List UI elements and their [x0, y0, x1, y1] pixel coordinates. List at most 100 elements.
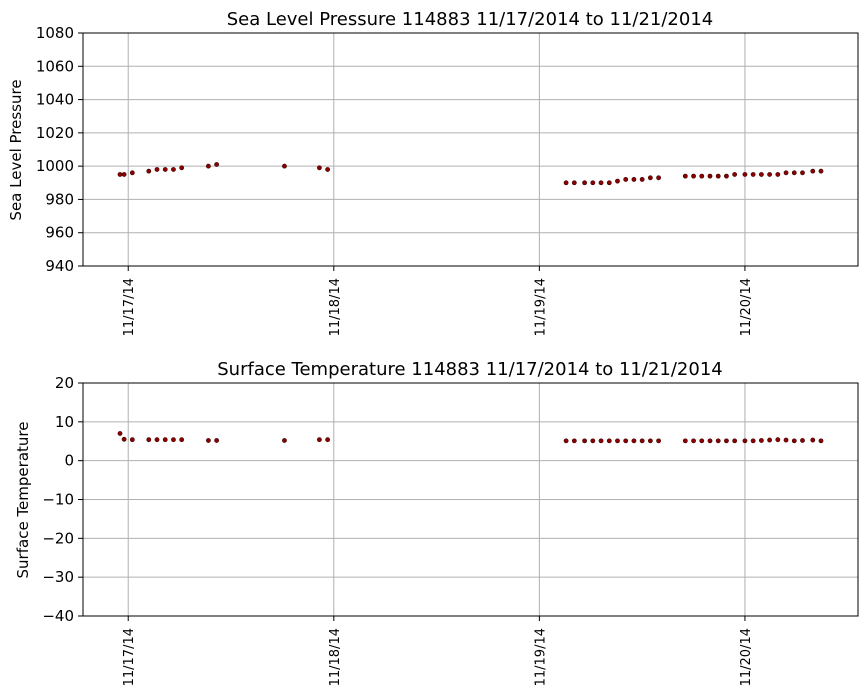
temperature-y-tick-label: 10	[55, 413, 74, 431]
temperature-x-tick-label: 11/20/14	[739, 628, 754, 686]
pressure-data-point	[582, 180, 587, 186]
temperature-data-point	[699, 438, 705, 444]
temperature-data-point	[656, 438, 661, 444]
pressure-y-tick-label: 1080	[36, 24, 74, 42]
pressure-data-point	[606, 180, 612, 186]
temperature-data-point	[818, 438, 824, 444]
pressure-data-point	[810, 168, 816, 174]
pressure-data-point	[783, 170, 789, 176]
pressure-data-point	[598, 180, 604, 186]
temperature-data-point	[742, 438, 748, 444]
pressure-data-point	[699, 173, 705, 179]
pressure-y-axis-label: Sea Level Pressure	[7, 79, 25, 220]
pressure-data-point	[631, 177, 637, 182]
pressure-y-tick-label: 940	[45, 257, 74, 275]
pressure-data-point	[214, 162, 220, 167]
pressure-data-point	[154, 167, 160, 172]
temperature-y-ticks: −40 −30 −20 −10 0 10 20	[42, 374, 83, 625]
pressure-data-point	[724, 173, 729, 179]
pressure-data-point	[571, 180, 577, 186]
temperature-gridlines	[83, 382, 858, 617]
pressure-data-point	[732, 172, 738, 177]
temperature-data-point	[791, 438, 797, 444]
pressure-data-point	[691, 173, 696, 179]
pressure-data-point	[282, 163, 287, 169]
pressure-x-tick-label: 11/17/14	[122, 278, 137, 336]
pressure-x-ticks: 11/17/14 11/18/14 11/19/14 11/20/14	[122, 266, 754, 336]
temperature-data-point	[121, 436, 127, 442]
pressure-data-point	[639, 177, 645, 182]
pressure-data-point	[758, 172, 764, 177]
temperature-data-point	[724, 438, 729, 444]
pressure-y-tick-label: 1000	[36, 157, 74, 175]
temperature-data-point	[639, 438, 645, 444]
pressure-data-point	[647, 175, 653, 181]
temperature-data-point	[162, 437, 168, 443]
pressure-chart-title: Sea Level Pressure 114883 11/17/2014 to …	[227, 9, 714, 30]
pressure-data-point	[146, 168, 152, 174]
temperature-data-point	[732, 438, 738, 444]
pressure-y-tick-label: 1020	[36, 124, 74, 142]
pressure-y-tick-label: 1040	[36, 91, 74, 109]
temperature-x-tick-label: 11/18/14	[328, 628, 343, 686]
temperature-data-point	[171, 437, 176, 443]
temperature-y-tick-label: −30	[42, 568, 74, 586]
pressure-data-point	[325, 167, 331, 172]
pressure-data-point	[767, 172, 773, 177]
temperature-chart: Surface Temperature 114883 11/17/2014 to…	[14, 359, 859, 686]
pressure-data-point	[317, 165, 322, 171]
pressure-data-point	[715, 173, 721, 179]
pressure-y-tick-label: 1060	[36, 57, 74, 75]
temperature-y-tick-label: −10	[42, 491, 74, 509]
pressure-data-point	[179, 165, 185, 171]
pressure-data-point	[818, 168, 824, 174]
temperature-data-point	[146, 437, 152, 443]
pressure-x-tick-label: 11/18/14	[328, 278, 343, 336]
temperature-data-point	[631, 438, 637, 444]
pressure-x-tick-label: 11/19/14	[533, 278, 548, 336]
temperature-data-point	[783, 437, 789, 443]
temperature-data-point	[582, 438, 587, 444]
pressure-plot-frame	[82, 32, 859, 267]
temperature-data-point	[214, 438, 220, 443]
pressure-data-point	[117, 172, 123, 177]
temperature-data-point	[707, 438, 713, 444]
temperature-data-point	[647, 438, 653, 444]
pressure-data-point	[121, 172, 127, 177]
temperature-data-point	[117, 431, 123, 436]
temperature-plot-frame	[82, 382, 859, 617]
temperature-data-point	[154, 437, 160, 443]
temperature-y-tick-label: 20	[55, 374, 74, 392]
pressure-data-point	[750, 172, 756, 177]
pressure-y-ticks: 940 960 980 1000 1020 1040 1060 1080	[36, 24, 83, 275]
temperature-data-point	[282, 438, 287, 443]
pressure-data-point	[615, 178, 620, 184]
temperature-data-point	[606, 438, 612, 444]
pressure-x-tick-label: 11/20/14	[739, 278, 754, 336]
pressure-data-point	[791, 170, 797, 176]
temperature-y-axis-label: Surface Temperature	[14, 422, 32, 579]
pressure-data-point	[171, 167, 176, 172]
pressure-data-point	[205, 163, 211, 169]
temperature-data-point	[205, 438, 211, 443]
pressure-data-point	[682, 173, 688, 179]
pressure-chart: Sea Level Pressure 114883 11/17/2014 to …	[7, 9, 859, 336]
pressure-y-tick-label: 980	[45, 190, 74, 208]
temperature-data-point	[800, 438, 805, 443]
pressure-data-point	[623, 177, 629, 182]
temperature-data-point	[179, 437, 185, 443]
temperature-data-point	[810, 437, 816, 443]
pressure-data-point	[656, 175, 661, 181]
pressure-y-tick-label: 960	[45, 224, 74, 242]
temperature-x-tick-label: 11/19/14	[533, 628, 548, 686]
temperature-points	[117, 431, 824, 444]
temperature-x-ticks: 11/17/14 11/18/14 11/19/14 11/20/14	[122, 616, 754, 686]
temperature-data-point	[571, 438, 577, 444]
temperature-data-point	[623, 438, 629, 444]
pressure-data-point	[129, 170, 135, 176]
temperature-data-point	[750, 438, 756, 444]
pressure-data-point	[800, 170, 805, 176]
temperature-data-point	[317, 437, 322, 443]
temperature-data-point	[767, 437, 773, 443]
pressure-points	[117, 162, 824, 186]
